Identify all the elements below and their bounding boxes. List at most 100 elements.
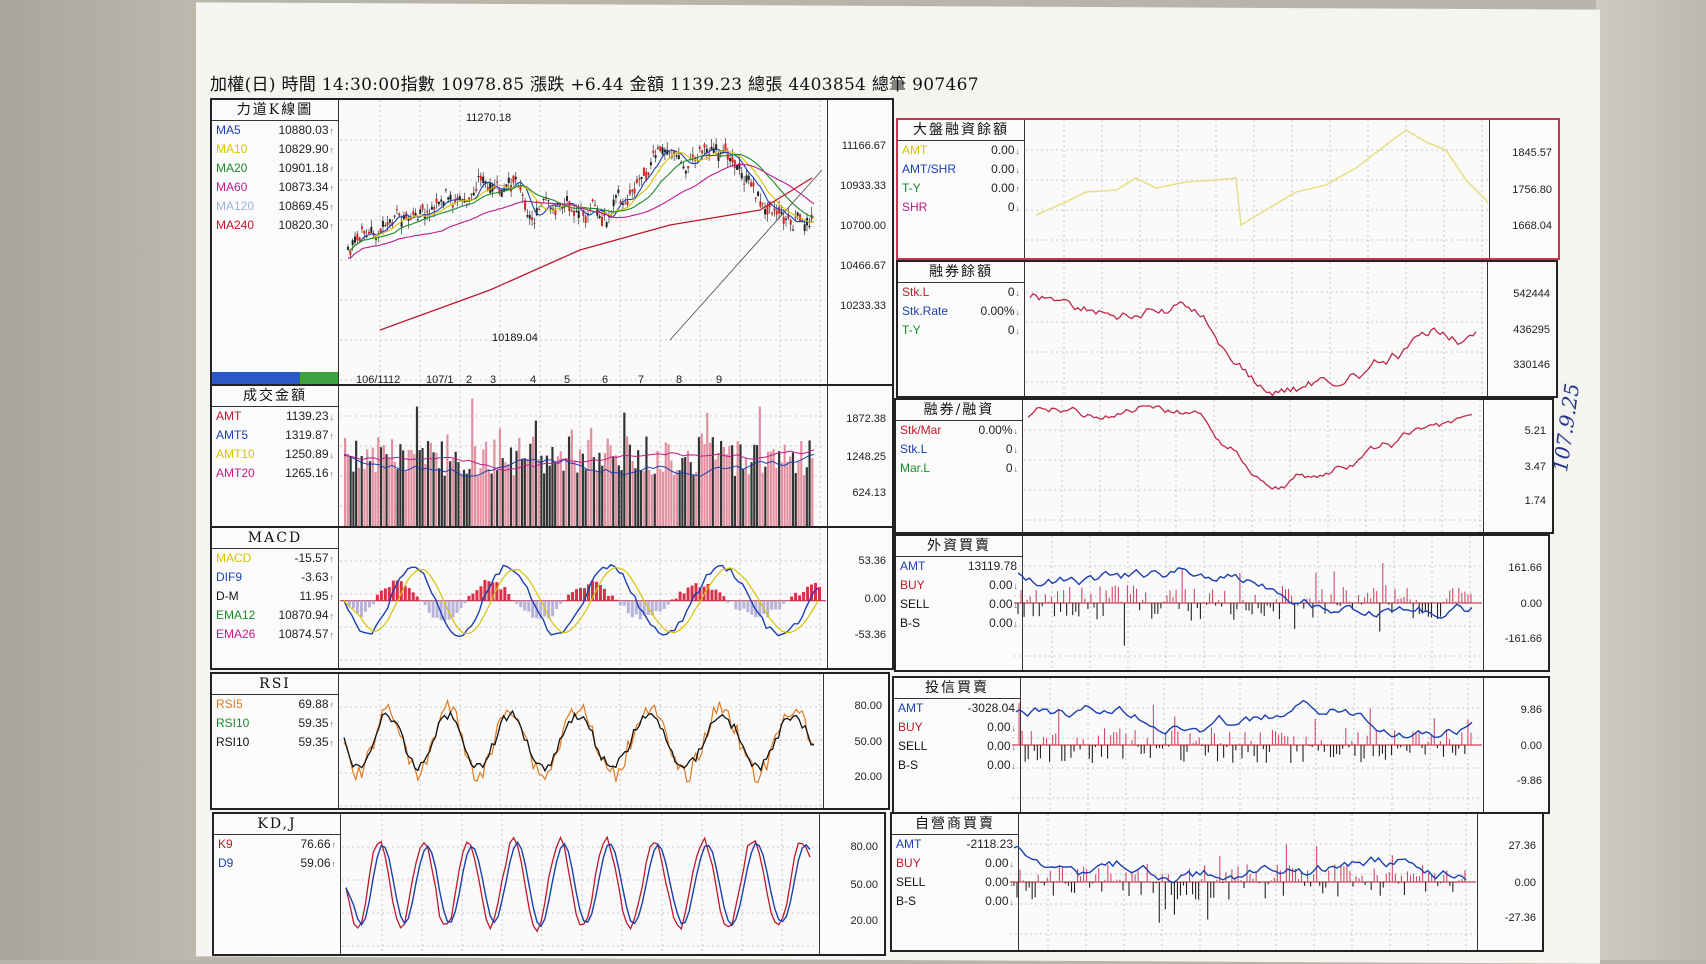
short-legend-arrow: ↓ (1016, 326, 1021, 336)
volume-bar (435, 453, 437, 526)
candle-body (531, 217, 533, 220)
volume-bar (366, 449, 368, 526)
volume-bar (654, 474, 656, 526)
volume-bar (720, 441, 722, 526)
candle-body (622, 203, 624, 205)
volume-bar (507, 464, 509, 526)
volume-bar (526, 459, 528, 526)
short-legend-arrow: ↓ (1016, 307, 1021, 317)
volume-bar (676, 470, 678, 526)
volume-bar (510, 447, 512, 526)
candle-body (650, 162, 652, 165)
trust-legend-value: 0.00 (987, 758, 1010, 772)
candle-body (398, 213, 400, 215)
macd-bar (726, 601, 729, 603)
grid (340, 100, 826, 388)
volume-bar (629, 445, 631, 526)
candle-body (522, 195, 524, 196)
candle-body (352, 240, 354, 245)
volume-bar (737, 441, 739, 526)
macd-bar (380, 591, 383, 601)
dealer-tick-label: 0.00 (1515, 877, 1536, 889)
volume-bar (734, 476, 736, 526)
volume-bar (502, 458, 504, 526)
candle-body (368, 232, 370, 234)
macd-bar (467, 596, 470, 601)
candle-body (575, 211, 577, 212)
volume-legend-value: 1319.87 (285, 428, 328, 442)
ratio-tick-label: 3.47 (1525, 461, 1546, 473)
candle-body (396, 209, 398, 210)
macd-bar (675, 599, 678, 601)
grid (1026, 120, 1488, 258)
margin-legend-key: AMT/SHR (902, 160, 956, 179)
volume-bar (352, 472, 354, 526)
candle-body (515, 177, 517, 180)
candle-body (475, 189, 477, 191)
volume-bar (463, 470, 465, 526)
kline-tick-label: 10933.33 (840, 180, 886, 192)
volume-legend-arrow: ↑ (330, 431, 335, 441)
macd-bar (408, 588, 411, 601)
volume-bar (667, 444, 669, 526)
volume-bar (350, 457, 352, 526)
volume-legend-key: AMT5 (216, 426, 248, 445)
short-tick-label: 330146 (1513, 359, 1550, 371)
foreign-amt-line (1018, 568, 1472, 618)
volume-bar (397, 469, 399, 526)
dealer-amt-line (1014, 846, 1466, 882)
macd-legend-value: 11.95 (299, 589, 328, 603)
foreign-tick-label: 161.66 (1508, 562, 1542, 574)
candle-body (729, 158, 731, 161)
candle-body (738, 163, 740, 169)
volume-bar (598, 453, 600, 526)
kline-legend-key: MA5 (216, 121, 241, 140)
margin-line (1036, 130, 1488, 232)
macd-tick-label: 53.36 (858, 555, 886, 567)
volume-bar (579, 449, 581, 526)
volume-legend-value: 1265.16 (285, 466, 328, 480)
volume-bar (585, 469, 587, 526)
candle-body (505, 184, 507, 186)
volume-bar (372, 448, 374, 526)
trust-title: 投信買賣 (894, 678, 1020, 699)
candle-body (389, 219, 391, 222)
rsi-legend-arrow: ↑ (330, 719, 335, 729)
volume-legend-arrow: ↓ (330, 450, 335, 460)
dealer-legend-row: AMT-2118.23 (892, 835, 1018, 854)
volume-bar (795, 473, 797, 526)
candle-body (785, 219, 787, 220)
kline-plot (340, 100, 826, 388)
volume-bar (413, 454, 415, 526)
macd-bar (559, 601, 562, 604)
volume-bar (410, 450, 412, 526)
volume-bar (377, 437, 379, 526)
candle-body (703, 144, 705, 147)
kline-legend-key: MA60 (216, 178, 247, 197)
desk-right (1596, 0, 1706, 960)
candle-body (669, 152, 671, 153)
macd-bar (782, 601, 785, 604)
candle-body (592, 199, 594, 201)
candle-body (526, 215, 528, 217)
volume-bar (604, 453, 606, 526)
margin-legend-value: 0.00 (991, 162, 1014, 176)
trust-legend-key: B-S (898, 756, 918, 775)
volume-bar (562, 471, 564, 526)
volume-bar (679, 470, 681, 526)
macd-legend-key: DIF9 (216, 568, 242, 587)
volume-bar (408, 450, 410, 526)
candle-body (720, 152, 722, 154)
candle-body (361, 226, 363, 228)
candle-body (438, 202, 440, 204)
candle-body (655, 155, 657, 158)
candle-body (636, 179, 638, 183)
volume-bar (773, 449, 775, 526)
